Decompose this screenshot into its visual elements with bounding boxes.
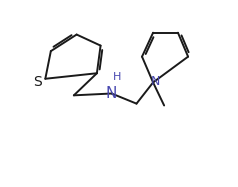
Text: H: H (113, 72, 121, 82)
Text: N: N (106, 86, 117, 101)
Text: N: N (151, 75, 161, 88)
Text: S: S (33, 75, 41, 88)
